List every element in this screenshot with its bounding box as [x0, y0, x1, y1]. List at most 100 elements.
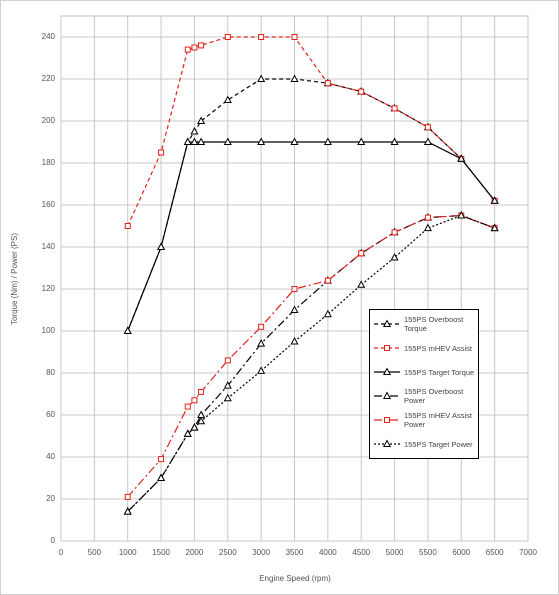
data-point: [358, 88, 365, 95]
legend-marker: [382, 367, 392, 375]
legend-label: 155PS Target Torque: [404, 367, 475, 377]
data-point: [223, 137, 232, 145]
data-point: [184, 403, 191, 410]
data-point: [423, 137, 432, 145]
y-tick-label: 240: [42, 32, 56, 41]
data-point: [124, 223, 131, 229]
legend-entry: 155PS Overboost Power: [370, 384, 478, 408]
data-point: [183, 137, 192, 145]
legend-label: 155PS mHEV Assist Power: [404, 411, 472, 429]
data-point: [324, 277, 331, 284]
data-point: [424, 124, 431, 131]
data-point: [258, 323, 265, 330]
data-point: [424, 214, 431, 221]
data-point: [224, 34, 231, 40]
data-point: [158, 149, 165, 156]
x-tick-label: 5500: [419, 548, 437, 557]
x-tick-label: 500: [88, 548, 102, 557]
series-line: [127, 214, 495, 498]
data-point: [190, 137, 199, 145]
data-point: [158, 456, 165, 463]
legend-label: 155PS Overboost Torque: [404, 315, 464, 333]
legend-swatch: [374, 439, 400, 447]
legend-marker: [384, 345, 390, 351]
data-point: [184, 46, 191, 53]
data-point: [290, 336, 299, 345]
data-point: [290, 74, 299, 82]
data-point: [198, 388, 205, 395]
y-axis-label: Torque (Nm) / Power (PS): [10, 233, 19, 325]
y-tick-label: 160: [42, 200, 56, 209]
data-point: [390, 252, 399, 261]
x-tick-label: 2500: [219, 548, 237, 557]
legend-swatch: [374, 417, 400, 423]
y-tick-label: 40: [46, 452, 55, 461]
data-point: [223, 95, 232, 103]
legend-label: 155PS Overboost Power: [404, 387, 464, 405]
data-point: [191, 44, 198, 51]
data-point: [390, 137, 399, 145]
x-tick-label: 3500: [286, 548, 304, 557]
data-point: [290, 137, 299, 145]
data-point: [291, 286, 298, 292]
data-point: [157, 473, 166, 481]
data-point: [257, 137, 266, 145]
series-line: [127, 36, 496, 227]
data-point: [258, 34, 265, 40]
legend: 155PS Overboost Torque 155PS mHEV Assist 1…: [369, 309, 479, 459]
series-line: [127, 141, 496, 332]
data-point: [198, 42, 205, 49]
data-point: [323, 137, 332, 145]
data-point: [358, 250, 365, 257]
x-tick-label: 4000: [319, 548, 337, 557]
data-point: [190, 423, 199, 431]
data-point: [391, 105, 398, 112]
x-tick-label: 3000: [252, 548, 270, 557]
data-point: [357, 280, 366, 288]
x-tick-label: 6500: [486, 548, 504, 557]
y-tick-label: 0: [51, 536, 56, 545]
data-point: [223, 393, 232, 402]
data-point: [190, 126, 199, 135]
y-tick-label: 220: [42, 74, 56, 83]
data-point: [457, 210, 466, 219]
x-tick-label: 0: [59, 548, 64, 557]
x-axis-label: Engine Speed (rpm): [259, 574, 331, 583]
legend-entry: 155PS Overboost Torque: [370, 312, 478, 336]
data-point: [123, 507, 132, 515]
x-tick-label: 4500: [352, 548, 370, 557]
legend-entry: 155PS Target Power: [370, 432, 478, 456]
legend-entry: 155PS mHEV Assist Power: [370, 408, 478, 432]
data-point: [357, 137, 366, 145]
data-point: [490, 196, 499, 204]
x-tick-label: 1000: [119, 548, 137, 557]
legend-label: 155PS Target Power: [404, 439, 473, 449]
data-point: [324, 80, 331, 87]
legend-label: 155PS mHEV Assist: [404, 343, 472, 353]
x-tick-label: 7000: [519, 548, 537, 557]
data-point: [197, 116, 206, 124]
data-point: [323, 309, 332, 318]
legend-swatch: [374, 367, 400, 375]
y-tick-label: 80: [46, 368, 55, 377]
x-tick-label: 6000: [452, 548, 470, 557]
data-point: [457, 154, 466, 162]
data-point: [423, 223, 432, 232]
legend-marker: [382, 439, 392, 447]
data-point: [290, 305, 299, 313]
y-tick-label: 120: [42, 284, 56, 293]
y-tick-label: 100: [42, 326, 56, 335]
data-point: [123, 326, 132, 334]
y-tick-label: 20: [46, 494, 55, 503]
x-tick-label: 5000: [386, 548, 404, 557]
legend-marker: [384, 417, 390, 423]
data-point: [223, 381, 232, 389]
data-point: [391, 229, 398, 236]
legend-swatch: [374, 345, 400, 351]
data-point: [197, 137, 206, 145]
data-point: [257, 339, 266, 347]
x-tick-label: 1500: [152, 548, 170, 557]
data-point: [291, 34, 298, 40]
